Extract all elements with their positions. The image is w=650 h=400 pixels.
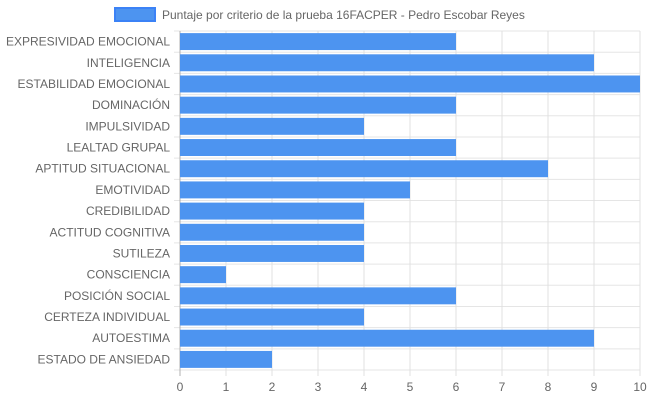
y-tick-label: DOMINACIÓN [92,97,170,112]
x-tick-label: 7 [499,380,506,394]
x-tick-label: 8 [545,380,552,394]
legend-swatch [114,7,156,22]
bar[interactable] [180,54,594,72]
bar[interactable] [180,266,226,284]
y-tick-label: EMOTIVIDAD [95,183,170,197]
bar[interactable] [180,244,364,262]
x-tick-label: 3 [315,380,322,394]
bar[interactable] [180,287,456,305]
x-tick-label: 2 [269,380,276,394]
x-tick-label: 1 [223,380,230,394]
y-tick-label: CREDIBILIDAD [86,204,170,218]
bar[interactable] [180,96,456,114]
bar[interactable] [180,350,272,368]
y-tick-label: AUTOESTIMA [92,331,170,345]
bar[interactable] [180,33,456,51]
x-tick-label: 4 [361,380,368,394]
value-axis: 0 1 2 3 4 5 6 7 8 9 10 [177,380,647,394]
legend-label: Puntaje por criterio de la prueba 16FACP… [162,8,525,22]
y-tick-label: ESTADO DE ANSIEDAD [38,352,171,366]
bar[interactable] [180,308,364,326]
bar[interactable] [180,139,456,157]
x-tick-label: 9 [591,380,598,394]
bar[interactable] [180,117,364,135]
bar[interactable] [180,75,640,93]
y-tick-label: POSICIÓN SOCIAL [64,288,170,303]
bar[interactable] [180,223,364,241]
x-tick-label: 6 [453,380,460,394]
y-tick-label: CERTEZA INDIVIDUAL [44,310,170,324]
y-tick-label: CONSCIENCIA [87,268,170,282]
chart-bars [180,33,640,368]
y-tick-label: INTELIGENCIA [87,56,170,70]
chart-legend[interactable]: Puntaje por criterio de la prueba 16FACP… [114,7,525,22]
category-axis: EXPRESIVIDAD EMOCIONAL INTELIGENCIA ESTABI… [6,35,170,367]
bar[interactable] [180,202,364,220]
x-tick-label: 5 [407,380,414,394]
y-tick-label: ESTABILIDAD EMOCIONAL [18,77,171,91]
y-tick-label: EXPRESIVIDAD EMOCIONAL [6,35,170,49]
x-tick-label: 10 [633,380,647,394]
y-tick-label: SUTILEZA [113,246,170,260]
y-tick-label: APTITUD SITUACIONAL [35,162,170,176]
y-tick-label: IMPULSIVIDAD [85,119,170,133]
y-tick-label: LEALTAD GRUPAL [67,141,171,155]
x-tick-label: 0 [177,380,184,394]
y-tick-label: ACTITUD COGNITIVA [50,225,170,239]
bar[interactable] [180,329,594,347]
bar[interactable] [180,160,548,178]
bar[interactable] [180,181,410,199]
